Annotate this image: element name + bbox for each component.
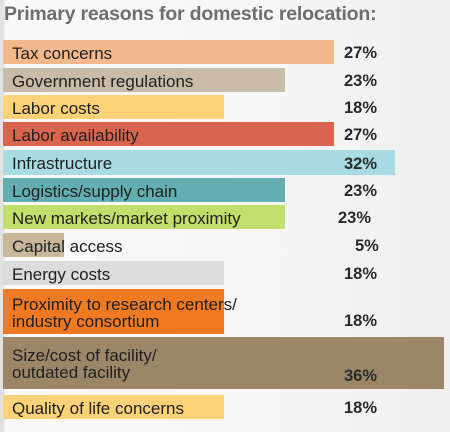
value-label: 27%	[344, 44, 378, 62]
value-label: 27%	[344, 126, 378, 144]
bar	[3, 178, 285, 202]
bar	[3, 289, 224, 334]
bar	[3, 150, 395, 175]
chart-title: Primary reasons for domestic relocation:	[4, 3, 377, 25]
bar-label: outdated facility	[12, 363, 131, 382]
bar-label: Logistics/supply chain	[12, 182, 178, 201]
bar	[3, 261, 224, 285]
bar-label: New markets/market proximity	[12, 209, 241, 228]
bar-label: Tax concerns	[12, 44, 113, 63]
bar-label: Energy costs	[12, 265, 111, 284]
bar-label: Labor availability	[12, 126, 139, 145]
bar-label: Size/cost of facility/	[12, 346, 157, 365]
bar	[3, 40, 334, 64]
value-label: 36%	[344, 367, 378, 385]
bar-label: Quality of life concerns	[12, 399, 184, 418]
value-label: 18%	[344, 312, 378, 330]
value-label: 23%	[338, 209, 372, 227]
value-label: 18%	[344, 265, 378, 283]
value-label: 18%	[344, 399, 378, 417]
bar	[3, 205, 285, 229]
bar-label: Labor costs	[12, 99, 100, 118]
bar	[3, 95, 224, 119]
bar-label: Government regulations	[12, 72, 194, 91]
bar-label: Proximity to research centers/	[12, 295, 237, 314]
bar	[3, 233, 64, 257]
value-label: 32%	[344, 154, 378, 173]
bar	[3, 337, 444, 389]
bar-label: industry consortium	[12, 312, 160, 331]
bar	[3, 68, 285, 92]
value-label: 23%	[344, 182, 378, 200]
bar-label: Infrastructure	[12, 154, 113, 173]
bar	[3, 395, 224, 419]
bar-label: Capital access	[12, 237, 123, 256]
value-label: 5%	[355, 237, 379, 255]
bar	[3, 122, 334, 146]
value-label: 23%	[344, 72, 378, 90]
value-label: 18%	[344, 99, 378, 117]
